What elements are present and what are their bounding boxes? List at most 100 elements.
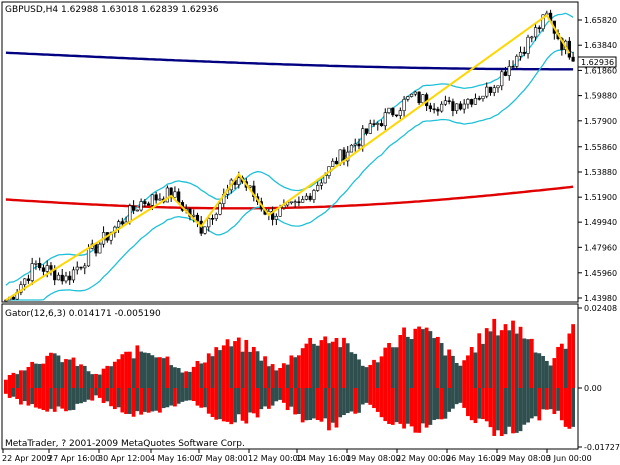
gator-up-bar <box>334 338 339 388</box>
candle-body <box>372 123 376 125</box>
gator-up-bar <box>34 363 38 388</box>
gator-up-bar <box>507 330 512 388</box>
gator-up-bar <box>135 345 140 388</box>
candle-body <box>353 143 357 146</box>
candle-body <box>289 201 293 204</box>
gator-up-bar <box>11 372 16 388</box>
candle-body <box>368 123 372 134</box>
gator-down-bar <box>315 388 320 420</box>
gator-up-bar <box>161 358 166 388</box>
gator-down-bar <box>541 388 545 410</box>
gator-down-bar <box>285 388 290 411</box>
gator-up-bar <box>52 353 57 388</box>
time-tick-label: 29 May 08:00 <box>496 454 551 463</box>
gator-up-bar <box>184 371 189 388</box>
price-panel[interactable] <box>1 1 579 303</box>
gator-up-bar <box>439 343 444 388</box>
gator-up-bar <box>428 331 433 388</box>
gator-up-bar <box>390 347 395 388</box>
gator-up-bar <box>522 338 527 388</box>
copyright-text: MetaTrader, ? 2001-2009 MetaQuotes Softw… <box>5 439 245 449</box>
gator-up-bar <box>364 367 369 388</box>
gator-down-bar <box>372 388 376 409</box>
gator-down-bar <box>507 388 512 427</box>
gator-down-bar <box>146 388 151 413</box>
gator-down-bar <box>424 388 429 428</box>
gator-up-bar <box>469 347 474 388</box>
gator-down-bar <box>233 388 237 423</box>
candle-body <box>218 203 222 215</box>
gator-up-bar <box>383 347 388 388</box>
gator-down-bar <box>571 388 575 427</box>
candle-body <box>86 248 91 267</box>
gator-up-bar <box>60 362 65 388</box>
candle-body <box>413 91 417 95</box>
gator-down-bar <box>251 388 256 414</box>
gator-down-bar <box>499 388 504 437</box>
gator-up-bar <box>64 359 68 388</box>
gator-up-bar <box>67 359 72 388</box>
gator-up-bar <box>466 355 470 388</box>
candle-body <box>511 65 515 68</box>
candle-body <box>364 128 369 134</box>
gator-up-bar <box>552 358 557 388</box>
gator-down-bar <box>161 388 166 409</box>
mid-moving-average <box>5 185 574 210</box>
gator-up-bar <box>323 336 328 388</box>
gator-up-bar <box>312 343 316 388</box>
gator-up-bar <box>518 326 523 388</box>
gator-down-bar <box>334 388 339 428</box>
gator-up-bar <box>206 353 211 388</box>
gator-histogram <box>4 318 575 437</box>
gator-down-bar <box>451 388 455 409</box>
gator-up-bar <box>477 333 482 388</box>
gator-down-bar <box>259 388 264 410</box>
gator-up-bar <box>492 318 497 388</box>
gator-down-bar <box>462 388 467 408</box>
candle-body <box>41 267 46 272</box>
gator-down-bar <box>150 388 155 412</box>
gator-up-bar <box>15 374 20 388</box>
candle-body <box>515 55 519 67</box>
gator-up-bar <box>496 335 500 388</box>
gator-down-bar <box>537 388 542 421</box>
candle-body <box>192 214 196 217</box>
candle-body <box>533 27 538 38</box>
gator-up-bar <box>289 355 294 388</box>
gator-down-bar <box>142 388 147 412</box>
gator-down-bar <box>236 388 241 415</box>
candle-body <box>571 56 575 62</box>
gator-up-bar <box>567 333 572 388</box>
candle-body <box>357 143 361 147</box>
gator-down-bar <box>447 388 452 412</box>
gator-down-bar <box>112 388 117 410</box>
gator-down-bar <box>165 388 170 408</box>
gator-up-bar <box>559 343 564 388</box>
candle-body <box>56 274 61 281</box>
candle-body <box>500 71 504 87</box>
price-tick-label: 1.65820 <box>584 16 617 25</box>
price-tick-label: 1.61860 <box>584 66 617 75</box>
gator-up-bar <box>270 364 275 388</box>
gator-down-bar <box>443 388 448 419</box>
gator-up-bar <box>436 336 440 388</box>
gator-up-bar <box>447 349 452 388</box>
candle-body <box>462 103 466 110</box>
gator-down-bar <box>308 388 313 420</box>
gator-down-bar <box>30 388 35 405</box>
gator-up-bar <box>274 370 279 388</box>
gator-down-bar <box>22 388 27 402</box>
candle-body <box>26 278 31 281</box>
candle-body <box>440 103 444 112</box>
candle-body <box>132 205 136 211</box>
gator-down-bar <box>522 388 527 425</box>
gator-down-bar <box>218 388 222 420</box>
gator-up-bar <box>229 346 234 388</box>
gator-down-bar <box>109 388 113 407</box>
gator-down-bar <box>556 388 560 411</box>
gator-down-bar <box>71 388 76 410</box>
gator-up-bar <box>191 366 196 388</box>
candle-body <box>349 144 354 153</box>
price-tick-label: 1.45960 <box>584 269 617 278</box>
